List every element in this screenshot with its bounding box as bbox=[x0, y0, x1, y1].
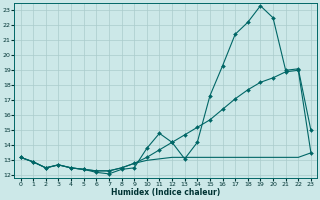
X-axis label: Humidex (Indice chaleur): Humidex (Indice chaleur) bbox=[111, 188, 220, 197]
